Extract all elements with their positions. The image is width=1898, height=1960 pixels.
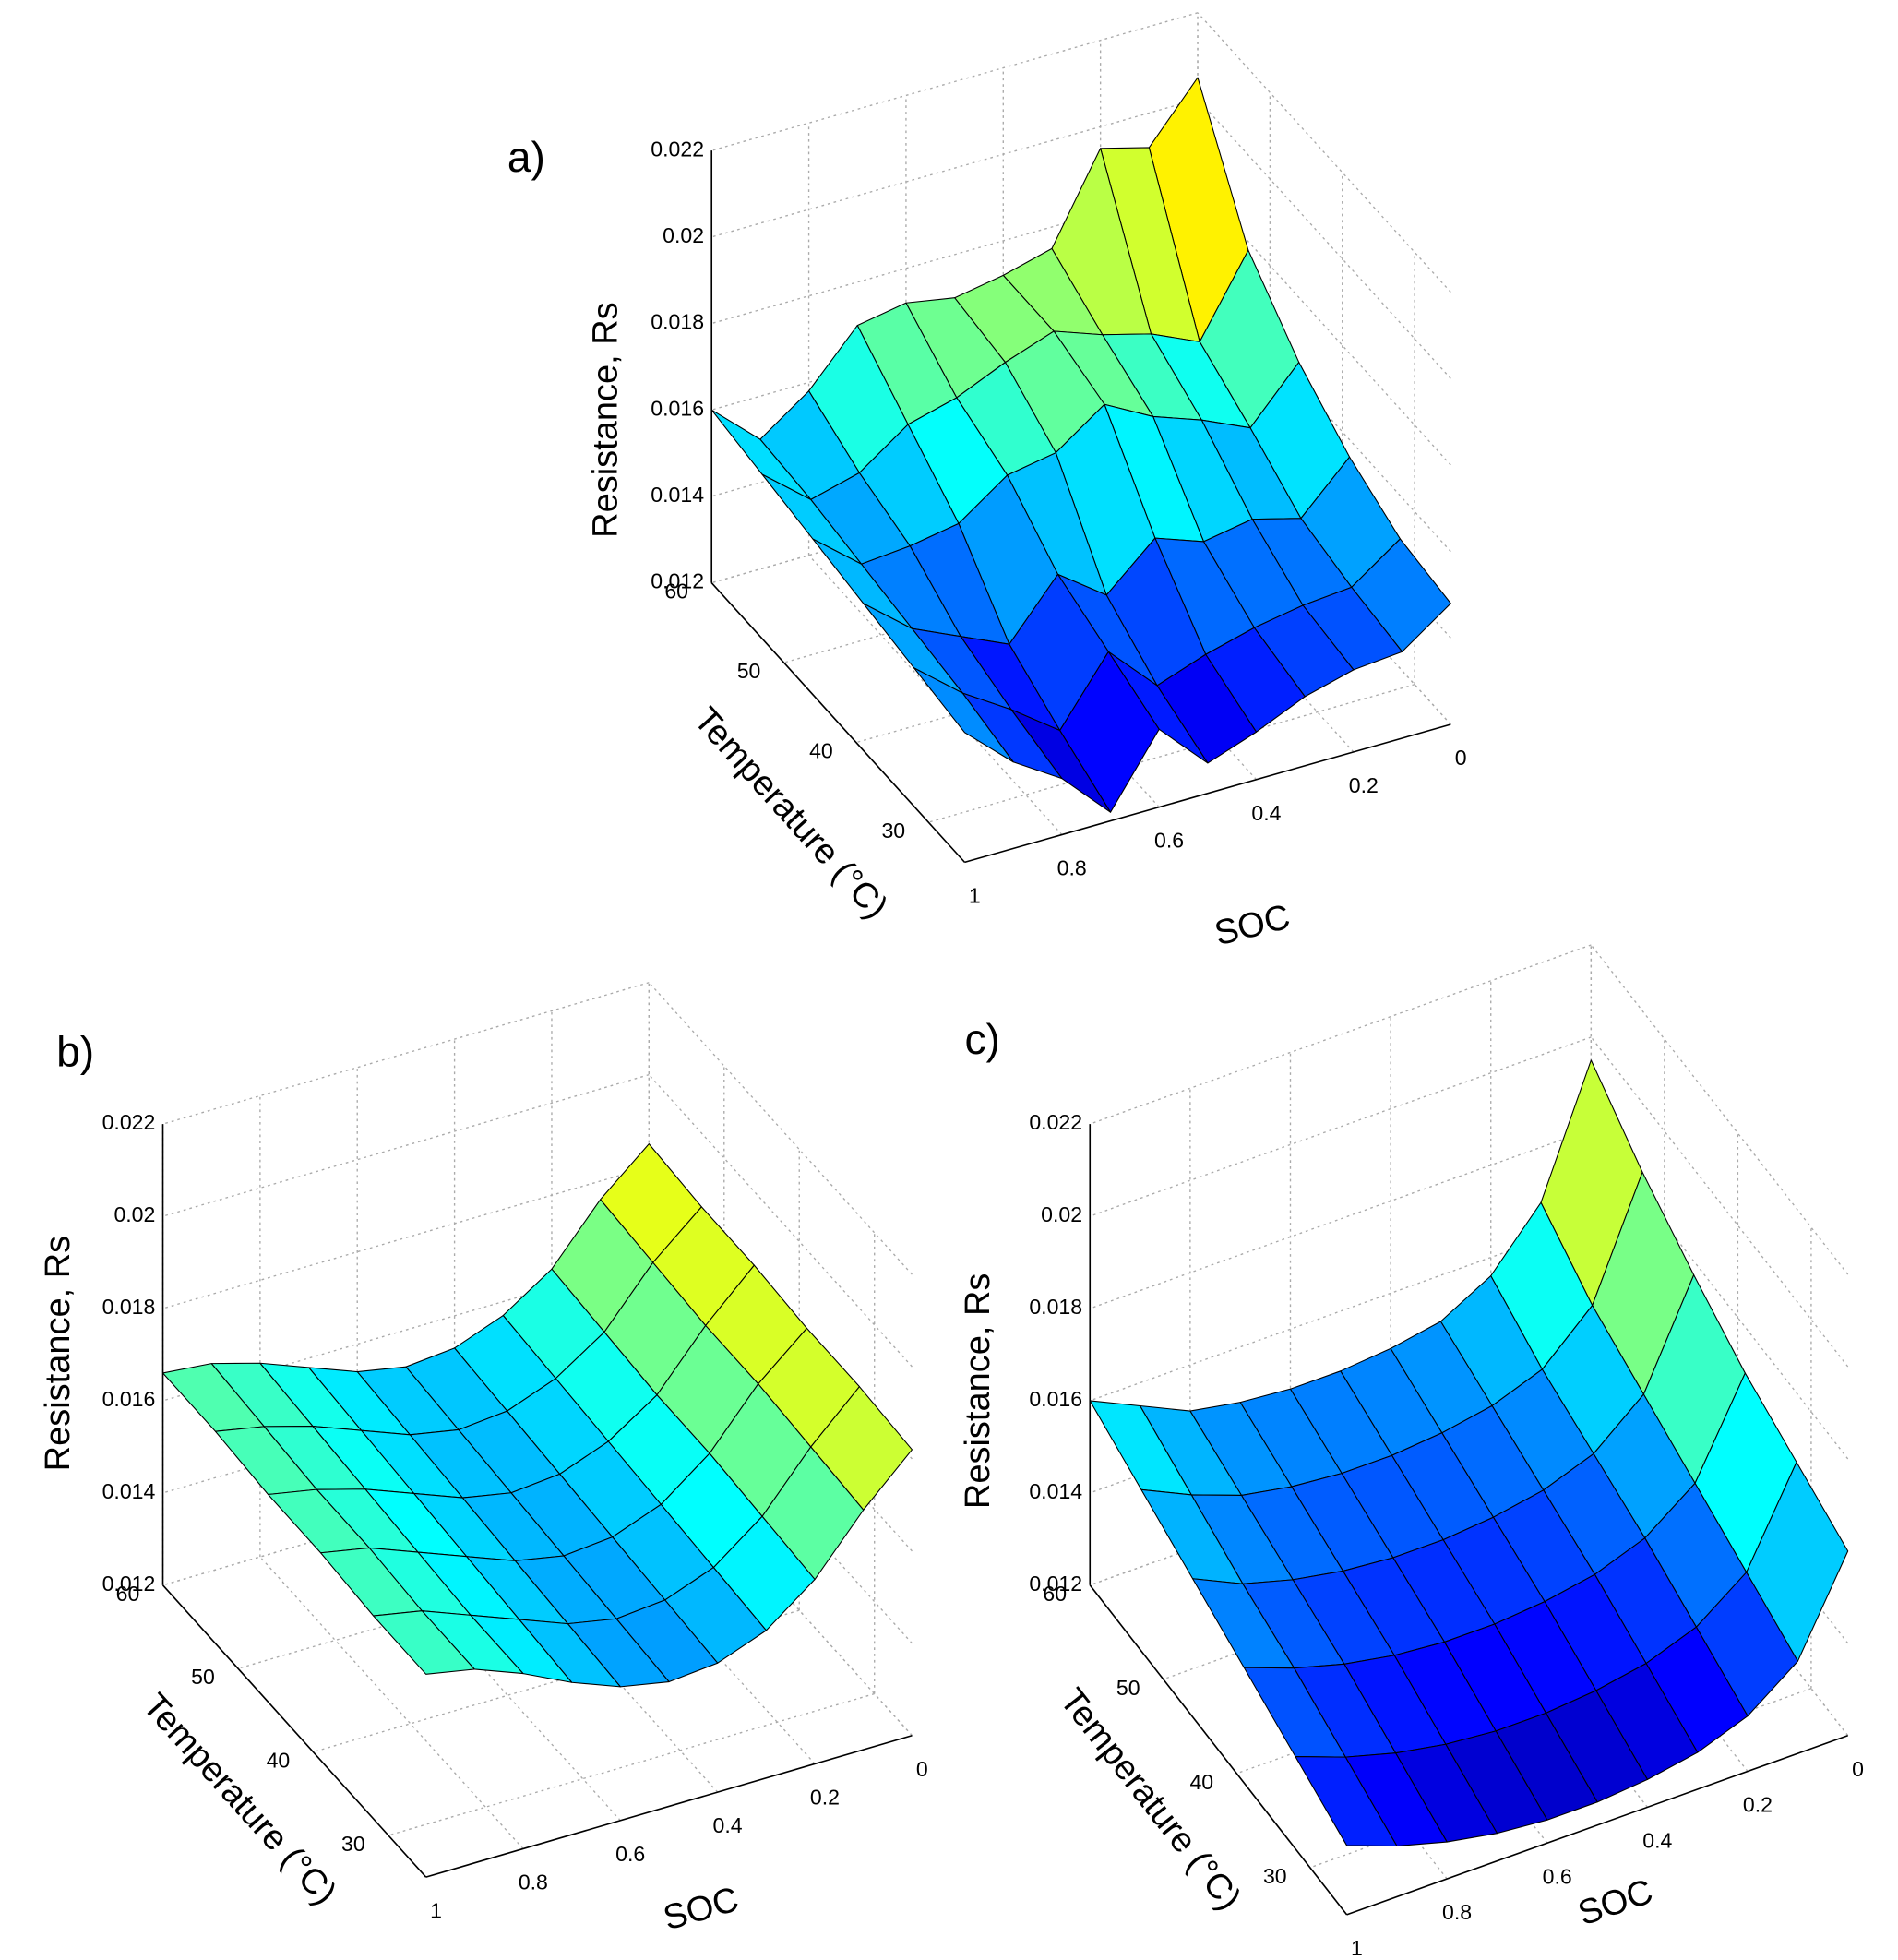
grid-line [162, 1165, 650, 1309]
x-tick-label: 0.6 [615, 1842, 645, 1866]
surface-face [373, 1610, 475, 1675]
x-tick-label: 0.6 [1154, 829, 1184, 853]
z-tick-label: 0.022 [651, 137, 704, 161]
z-tick-label: 0.02 [663, 223, 704, 247]
y-tick-label: 30 [1263, 1864, 1287, 1888]
x-tick-label: 0.2 [1743, 1793, 1773, 1817]
x-tick-label: 1 [969, 883, 981, 907]
grid-line [711, 185, 1199, 325]
grid-line [313, 1609, 800, 1753]
y-tick-label: 40 [267, 1749, 291, 1773]
grid-line [162, 1073, 650, 1217]
x-tick-label: 0 [1455, 746, 1467, 770]
grid-line [1590, 944, 1849, 1275]
y-axis-label: Temperature (°C) [686, 700, 895, 926]
grid-line [162, 1350, 650, 1494]
z-tick-label: 0.02 [1041, 1202, 1082, 1226]
z-tick-label: 0.016 [651, 396, 704, 420]
x-tick-label: 1 [1351, 1936, 1363, 1960]
x-axis-label: SOC [1211, 898, 1294, 954]
grid-line [162, 1442, 650, 1586]
z-tick-label: 0.018 [102, 1295, 156, 1319]
z-tick-label: 0.014 [102, 1479, 156, 1503]
y-tick-label: 50 [191, 1665, 215, 1689]
z-axis-label: Resistance, Rs [587, 302, 626, 538]
grid-line [928, 684, 1415, 823]
z-tick-label: 0.016 [1029, 1387, 1082, 1411]
x-axis-line [425, 1734, 913, 1878]
x-tick-label: 0 [1852, 1757, 1864, 1781]
grid-line [1090, 1036, 1592, 1217]
x-tick-label: 0.6 [1543, 1864, 1572, 1888]
y-axis-line [161, 1584, 427, 1878]
y-tick-label: 50 [737, 659, 761, 683]
grid-line [388, 1692, 875, 1836]
grid-line [1197, 99, 1451, 379]
y-tick-label: 50 [1116, 1676, 1140, 1700]
x-tick-label: 0.2 [810, 1786, 840, 1810]
x-tick-label: 0 [916, 1757, 928, 1781]
z-tick-label: 0.012 [1029, 1572, 1082, 1595]
z-tick-label: 0.02 [113, 1202, 155, 1226]
surface-face [913, 667, 1014, 763]
grid-line [648, 1074, 913, 1368]
y-axis-label: Temperature (°C) [135, 1687, 343, 1913]
z-tick-label: 0.022 [102, 1110, 156, 1134]
grid-line [711, 98, 1199, 238]
y-tick-label: 60 [116, 1582, 140, 1606]
x-tick-label: 1 [430, 1898, 442, 1922]
y-axis-label: Temperature (°C) [1052, 1681, 1248, 1918]
x-tick-label: 0.8 [519, 1870, 548, 1894]
surface-chart: 0.012 0.014 0.016 0.018 0.02 0.022 30 40 50 60 0 0.… [39, 982, 928, 1938]
x-tick-label: 0.4 [1642, 1829, 1672, 1853]
y-tick-label: 30 [881, 819, 905, 843]
grid-line [237, 1526, 724, 1669]
y-tick-label: 30 [341, 1832, 365, 1856]
panel-label: a) [507, 133, 545, 181]
panel-label: c) [964, 1015, 999, 1063]
x-tick-label: 0.4 [713, 1813, 743, 1837]
z-tick-label: 0.012 [651, 569, 704, 593]
z-tick-label: 0.022 [1029, 1110, 1082, 1134]
y-tick-label: 40 [809, 739, 833, 763]
grid-line [648, 982, 913, 1275]
z-tick-label: 0.012 [102, 1572, 156, 1595]
x-tick-label: 0.2 [1349, 773, 1379, 797]
x-axis-label: SOC [659, 1880, 743, 1938]
y-axis-line [710, 582, 966, 863]
x-tick-label: 0.8 [1057, 856, 1087, 880]
grid-line [1590, 1129, 1849, 1460]
z-tick-label: 0.014 [1029, 1479, 1082, 1503]
x-axis-line [964, 723, 1451, 864]
grid-line [259, 1556, 524, 1849]
grid-line [711, 12, 1199, 151]
z-axis-label: Resistance, Rs [39, 1236, 78, 1472]
panel-label: b) [56, 1028, 94, 1076]
surface-chart: 0.012 0.014 0.016 0.018 0.02 0.022 30 40 50 60 0 0.… [507, 12, 1467, 954]
y-axis-line [1089, 1584, 1348, 1916]
grid-line [1197, 12, 1451, 293]
x-axis-label: SOC [1573, 1872, 1658, 1934]
x-tick-label: 0.8 [1442, 1900, 1472, 1924]
z-tick-label: 0.018 [1029, 1295, 1082, 1319]
surface-face [1295, 1755, 1398, 1847]
x-tick-label: 0.4 [1251, 801, 1281, 825]
grid-line [1090, 944, 1592, 1125]
y-tick-label: 60 [1043, 1582, 1067, 1606]
y-tick-label: 40 [1189, 1770, 1213, 1794]
grid-line [1590, 1036, 1849, 1368]
y-tick-label: 60 [664, 580, 688, 604]
grid-line [162, 982, 650, 1125]
grid-line [1090, 1129, 1592, 1309]
z-tick-label: 0.018 [651, 310, 704, 334]
z-tick-label: 0.014 [651, 483, 704, 507]
x-axis-line [1346, 1734, 1848, 1916]
z-axis-label: Resistance, Rs [959, 1273, 997, 1510]
surface-chart: 0.012 0.014 0.016 0.018 0.02 0.022 30 40 50 60 0 0.… [959, 944, 1864, 1960]
z-tick-label: 0.016 [102, 1387, 156, 1411]
